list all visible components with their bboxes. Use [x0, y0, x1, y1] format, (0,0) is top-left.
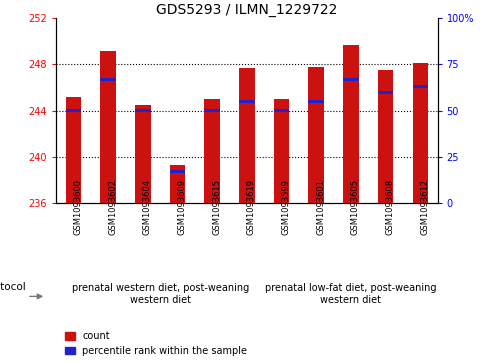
Text: GSM1093605: GSM1093605	[350, 179, 359, 234]
Text: GSM1093615: GSM1093615	[212, 179, 221, 234]
Bar	[135, 105, 150, 203]
Bar	[239, 68, 254, 203]
Text: GSM1093601: GSM1093601	[316, 179, 325, 234]
Text: protocol: protocol	[0, 282, 25, 292]
Text: GSM1093600: GSM1093600	[73, 179, 82, 234]
Bar	[273, 99, 289, 203]
Bar	[343, 45, 358, 203]
Bar	[412, 85, 427, 88]
Text: GSM1093602: GSM1093602	[108, 179, 117, 234]
Text: GSM1093599: GSM1093599	[281, 179, 290, 234]
Bar	[135, 109, 150, 112]
Bar	[65, 109, 81, 112]
Bar	[239, 100, 254, 103]
Bar	[169, 170, 185, 173]
Text: GSM1093619: GSM1093619	[246, 179, 255, 234]
Bar	[343, 78, 358, 81]
Bar	[204, 99, 220, 203]
Bar	[377, 91, 393, 94]
Bar	[204, 109, 220, 112]
Bar	[273, 109, 289, 112]
Text: prenatal low-fat diet, post-weaning
western diet: prenatal low-fat diet, post-weaning west…	[264, 283, 436, 305]
Text: prenatal western diet, post-weaning
western diet: prenatal western diet, post-weaning west…	[71, 283, 248, 305]
Bar	[308, 67, 324, 203]
Text: GSM1093608: GSM1093608	[385, 179, 394, 235]
Text: GSM1093612: GSM1093612	[420, 179, 428, 234]
Title: GDS5293 / ILMN_1229722: GDS5293 / ILMN_1229722	[156, 3, 337, 17]
Bar	[100, 78, 116, 81]
Bar	[65, 97, 81, 203]
Text: GSM1093604: GSM1093604	[142, 179, 152, 234]
Legend: count, percentile rank within the sample: count, percentile rank within the sample	[61, 327, 251, 360]
Bar	[377, 70, 393, 203]
Bar	[100, 50, 116, 203]
Bar	[412, 63, 427, 203]
Bar	[169, 165, 185, 203]
Bar	[308, 100, 324, 103]
Text: GSM1093609: GSM1093609	[177, 179, 186, 234]
